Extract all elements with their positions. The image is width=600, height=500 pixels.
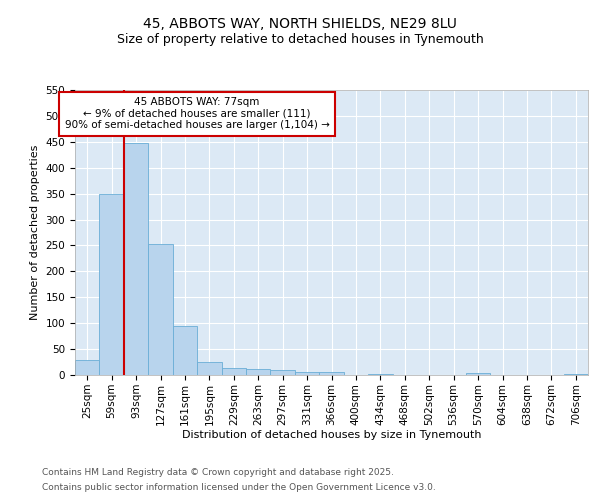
Bar xyxy=(221,368,246,375)
Bar xyxy=(563,374,588,375)
Y-axis label: Number of detached properties: Number of detached properties xyxy=(30,145,40,320)
Bar xyxy=(197,362,221,375)
Text: 45, ABBOTS WAY, NORTH SHIELDS, NE29 8LU: 45, ABBOTS WAY, NORTH SHIELDS, NE29 8LU xyxy=(143,18,457,32)
Text: Contains HM Land Registry data © Crown copyright and database right 2025.: Contains HM Land Registry data © Crown c… xyxy=(42,468,394,477)
Bar xyxy=(271,370,295,375)
Bar xyxy=(295,372,319,375)
Bar xyxy=(124,144,148,375)
Bar xyxy=(368,374,392,375)
Text: Size of property relative to detached houses in Tynemouth: Size of property relative to detached ho… xyxy=(116,32,484,46)
Bar xyxy=(148,244,173,375)
Bar xyxy=(466,374,490,375)
X-axis label: Distribution of detached houses by size in Tynemouth: Distribution of detached houses by size … xyxy=(182,430,481,440)
Text: Contains public sector information licensed under the Open Government Licence v3: Contains public sector information licen… xyxy=(42,483,436,492)
Bar xyxy=(100,194,124,375)
Text: 45 ABBOTS WAY: 77sqm
← 9% of detached houses are smaller (111)
90% of semi-detac: 45 ABBOTS WAY: 77sqm ← 9% of detached ho… xyxy=(65,98,329,130)
Bar xyxy=(246,369,271,375)
Bar xyxy=(319,372,344,375)
Bar xyxy=(75,360,100,375)
Bar xyxy=(173,326,197,375)
